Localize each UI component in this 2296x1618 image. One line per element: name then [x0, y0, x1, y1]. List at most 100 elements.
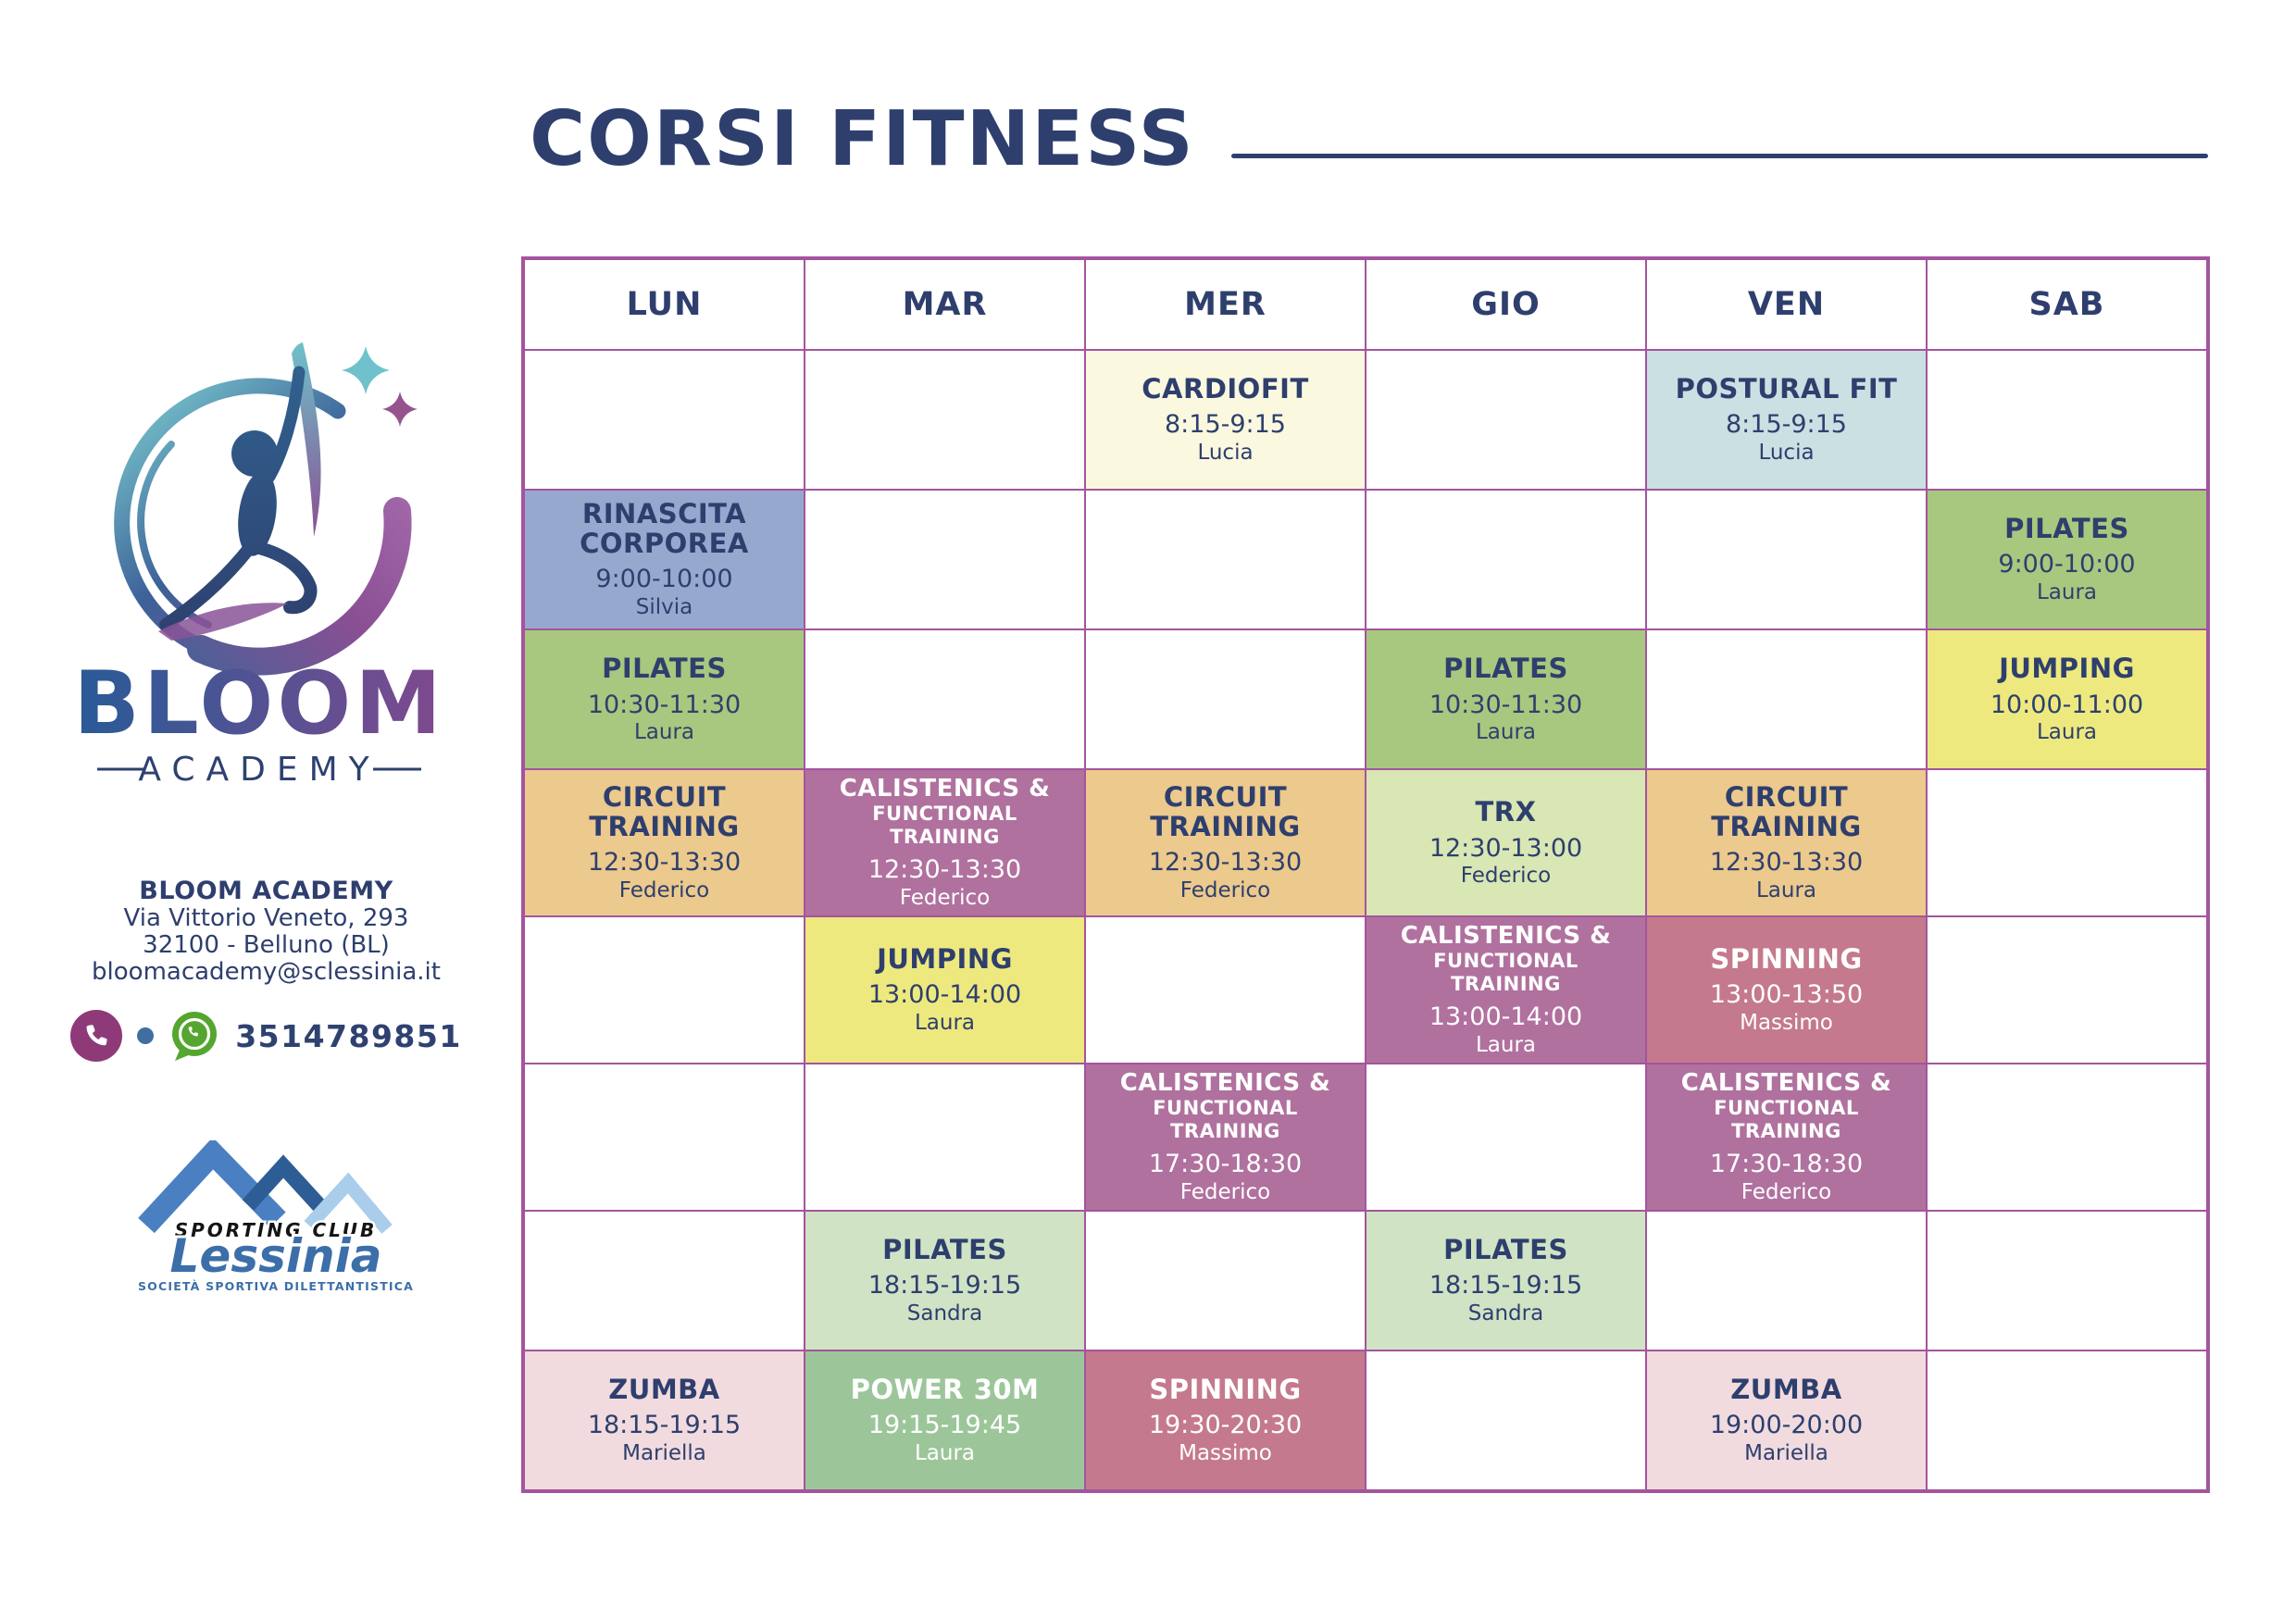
class-title: CIRCUIT TRAINING [1711, 780, 1862, 842]
class-instructor: Federico [618, 878, 710, 903]
class-time: 8:15-9:15 [1725, 410, 1847, 440]
class-slot: PILATES 18:15-19:15 Sandra [805, 1211, 1084, 1350]
class-time: 13:00-14:00 [867, 980, 1022, 1010]
club-name-label: Lessinia [170, 1229, 382, 1283]
page-title: CORSI FITNESS [530, 95, 1195, 183]
class-title: POWER 30M [850, 1373, 1040, 1405]
class-time: 12:30-13:30 [587, 848, 742, 877]
class-time: 13:00-14:00 [1429, 1002, 1583, 1031]
class-instructor: Laura [1755, 878, 1817, 903]
address-city: 32100 - Belluno (BL) [143, 931, 390, 960]
class-instructor: Federico [1179, 1179, 1271, 1204]
class-slot: JUMPING 10:00-11:00 Laura [1928, 630, 2206, 769]
class-time: 18:15-19:15 [867, 1271, 1022, 1301]
sparkle-icon [342, 346, 390, 394]
class-title: JUMPING [877, 942, 1013, 975]
sparkle-icon [382, 392, 418, 427]
class-time: 8:15-9:15 [1164, 410, 1286, 440]
aerial-dancer-icon [158, 342, 321, 641]
class-slot: CALISTENICS & FUNCTIONAL TRAINING 13:00-14… [1366, 917, 1645, 1063]
class-title: CALISTENICS & [839, 775, 1051, 803]
class-slot: PILATES 18:15-19:15 Sandra [1366, 1211, 1645, 1350]
class-instructor: Laura [2036, 580, 2098, 605]
class-time: 10:00-11:00 [1990, 690, 2144, 719]
class-slot: CIRCUIT TRAINING 12:30-13:30 Federico [525, 770, 804, 916]
class-title: ZUMBA [608, 1373, 720, 1405]
class-title: PILATES [2004, 512, 2129, 544]
class-slot: SPINNING 13:00-13:50 Massimo [1647, 917, 1926, 1063]
schedule-table: LUN MAR MER GIO VEN SAB CARDIOFIT 8:15-9:15 Luci… [521, 256, 2210, 1493]
empty-slot [1928, 917, 2206, 1063]
class-instructor: Laura [633, 720, 695, 745]
lessinia-club-logo: SPORTING CLUB Lessinia SOCIETÀ SPORTIVA … [138, 1140, 414, 1293]
empty-slot [525, 1064, 804, 1210]
day-header: SAB [1928, 260, 2206, 349]
class-subtitle: FUNCTIONAL TRAINING [1153, 1096, 1298, 1142]
empty-slot [1928, 1064, 2206, 1210]
empty-slot [1086, 630, 1365, 769]
class-title: TRX [1475, 795, 1537, 828]
class-slot: CIRCUIT TRAINING 12:30-13:30 Laura [1647, 770, 1926, 916]
class-title: CALISTENICS & [1400, 922, 1612, 951]
class-instructor: Silvia [635, 595, 693, 620]
empty-slot [1086, 491, 1365, 629]
class-slot: POSTURAL FIT 8:15-9:15 Lucia [1647, 351, 1926, 490]
class-title: CIRCUIT TRAINING [589, 780, 740, 842]
class-slot: SPINNING 19:30-20:30 Massimo [1086, 1350, 1365, 1489]
class-instructor: Federico [899, 885, 991, 910]
class-instructor: Massimo [1179, 1441, 1272, 1466]
class-time: 10:30-11:30 [1429, 690, 1583, 719]
class-title: SPINNING [1710, 942, 1863, 975]
phone-circle-icon [70, 1010, 123, 1062]
class-time: 19:30-20:30 [1148, 1411, 1303, 1440]
class-slot: JUMPING 13:00-14:00 Laura [805, 917, 1084, 1063]
class-title: CALISTENICS & [1680, 1068, 1892, 1097]
class-instructor: Laura [914, 1011, 976, 1036]
class-time: 12:30-13:30 [1709, 848, 1864, 877]
club-sub-label: SOCIETÀ SPORTIVA DILETTANTISTICA [138, 1279, 414, 1293]
empty-slot [805, 1064, 1084, 1210]
class-instructor: Laura [1475, 1032, 1537, 1057]
address-block: BLOOM ACADEMY Via Vittorio Veneto, 293 3… [56, 877, 477, 987]
day-header: LUN [525, 260, 804, 349]
class-instructor: Sandra [906, 1301, 983, 1326]
empty-slot [1366, 1350, 1645, 1489]
empty-slot [805, 351, 1084, 490]
class-slot: ZUMBA 18:15-19:15 Mariella [525, 1350, 804, 1489]
class-time: 19:15-19:45 [867, 1411, 1022, 1440]
phone-number: 3514789851 [235, 1017, 462, 1054]
whatsapp-icon [172, 1012, 218, 1061]
day-header: VEN [1647, 260, 1926, 349]
class-instructor: Laura [914, 1441, 976, 1466]
class-title: JUMPING [1999, 652, 2135, 684]
class-time: 19:00-20:00 [1709, 1411, 1864, 1440]
class-slot: CIRCUIT TRAINING 12:30-13:30 Federico [1086, 770, 1365, 916]
class-slot: ZUMBA 19:00-20:00 Mariella [1647, 1350, 1926, 1489]
class-subtitle: FUNCTIONAL TRAINING [872, 802, 1017, 848]
empty-slot [1647, 630, 1926, 769]
address-email: bloomacademy@sclessinia.it [92, 958, 441, 987]
dot-icon [137, 1027, 155, 1044]
brand-subtitle: ACADEMY [138, 751, 380, 789]
class-slot: TRX 12:30-13:00 Federico [1366, 770, 1645, 916]
empty-slot [1928, 351, 2206, 490]
mountains-icon [138, 1140, 393, 1234]
empty-slot [1928, 1211, 2206, 1350]
class-title: SPINNING [1149, 1373, 1302, 1405]
class-title: RINASCITA CORPOREA [580, 497, 749, 559]
class-time: 9:00-10:00 [595, 565, 733, 594]
class-slot: CALISTENICS & FUNCTIONAL TRAINING 17:30-18… [1647, 1064, 1926, 1210]
empty-slot [1928, 770, 2206, 916]
class-time: 10:30-11:30 [587, 690, 742, 719]
address-name: BLOOM ACADEMY [139, 877, 393, 905]
empty-slot [1366, 351, 1645, 490]
class-slot: RINASCITA CORPOREA 9:00-10:00 Silvia [525, 491, 804, 629]
class-slot: CALISTENICS & FUNCTIONAL TRAINING 17:30-18… [1086, 1064, 1365, 1210]
class-slot: CARDIOFIT 8:15-9:15 Lucia [1086, 351, 1365, 490]
class-subtitle: FUNCTIONAL TRAINING [1714, 1096, 1859, 1142]
day-header: MAR [805, 260, 1084, 349]
class-instructor: Laura [1475, 720, 1537, 745]
class-slot: PILATES 9:00-10:00 Laura [1928, 491, 2206, 629]
class-instructor: Laura [2036, 720, 2098, 745]
